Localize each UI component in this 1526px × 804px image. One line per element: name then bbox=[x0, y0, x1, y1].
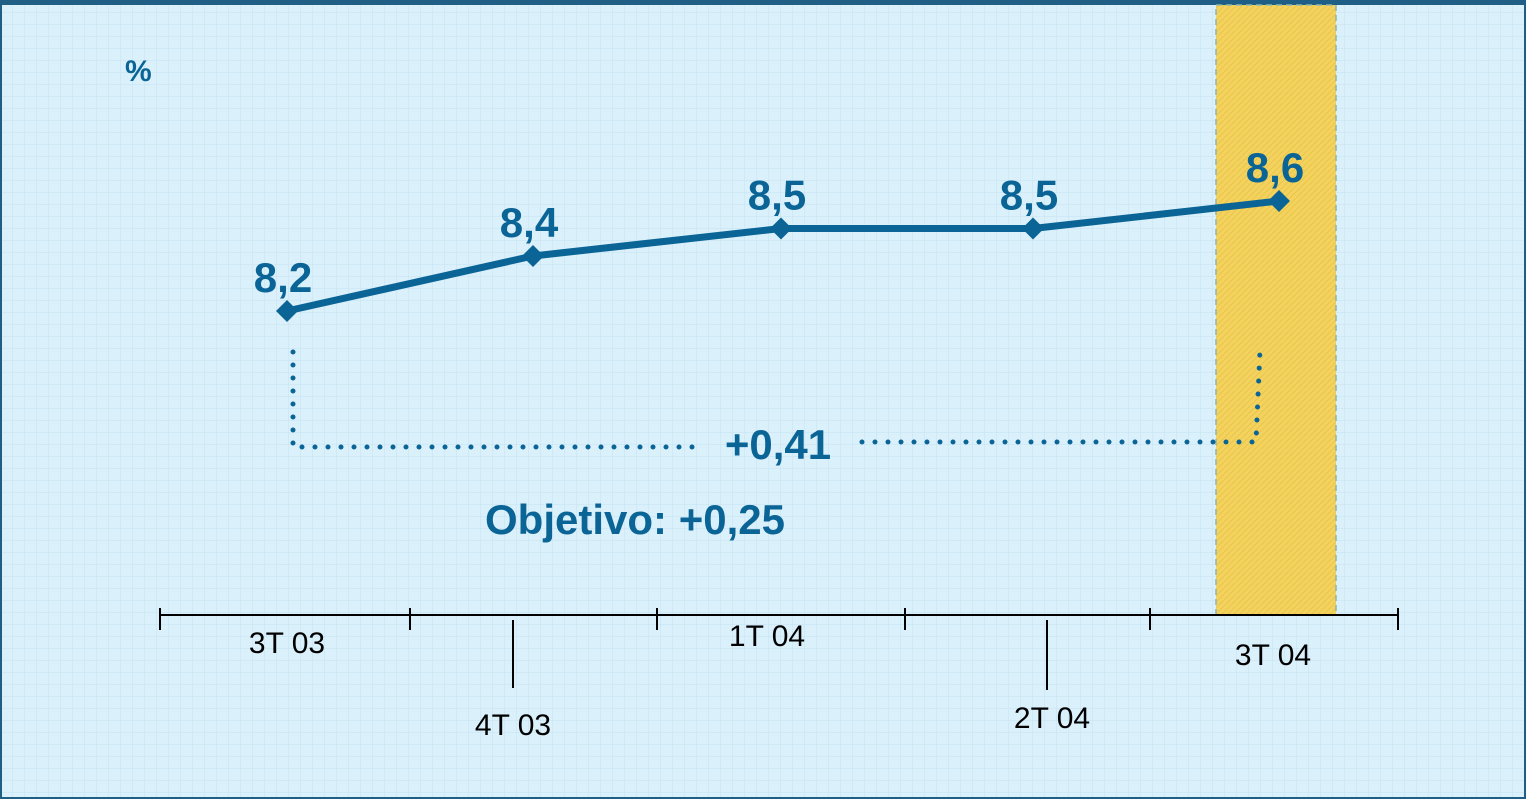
unit-label: % bbox=[125, 55, 152, 88]
x-tick-label: 3T 04 bbox=[1235, 639, 1311, 672]
bracket bbox=[290, 347, 1263, 450]
data-label: 8,2 bbox=[254, 254, 312, 301]
data-label: 8,6 bbox=[1246, 144, 1304, 191]
x-axis bbox=[159, 608, 1399, 690]
data-point bbox=[522, 245, 544, 267]
highlight-band bbox=[1215, 4, 1337, 616]
data-label: 8,4 bbox=[500, 199, 559, 246]
data-label: 8,5 bbox=[748, 172, 806, 219]
x-tick-label: 3T 03 bbox=[249, 627, 325, 660]
annotation: +0,41 bbox=[725, 421, 831, 468]
data-label: 8,5 bbox=[1000, 172, 1058, 219]
x-tick-label: 4T 03 bbox=[475, 709, 551, 742]
data-point bbox=[770, 217, 792, 240]
data-point bbox=[1268, 190, 1290, 212]
x-tick-label: 1T 04 bbox=[729, 620, 805, 653]
data-point bbox=[276, 300, 298, 322]
x-tick-label: 2T 04 bbox=[1014, 702, 1090, 735]
top-strip bbox=[0, 0, 1526, 5]
data-point bbox=[1022, 217, 1044, 240]
annotation: Objetivo: +0,25 bbox=[485, 496, 785, 543]
